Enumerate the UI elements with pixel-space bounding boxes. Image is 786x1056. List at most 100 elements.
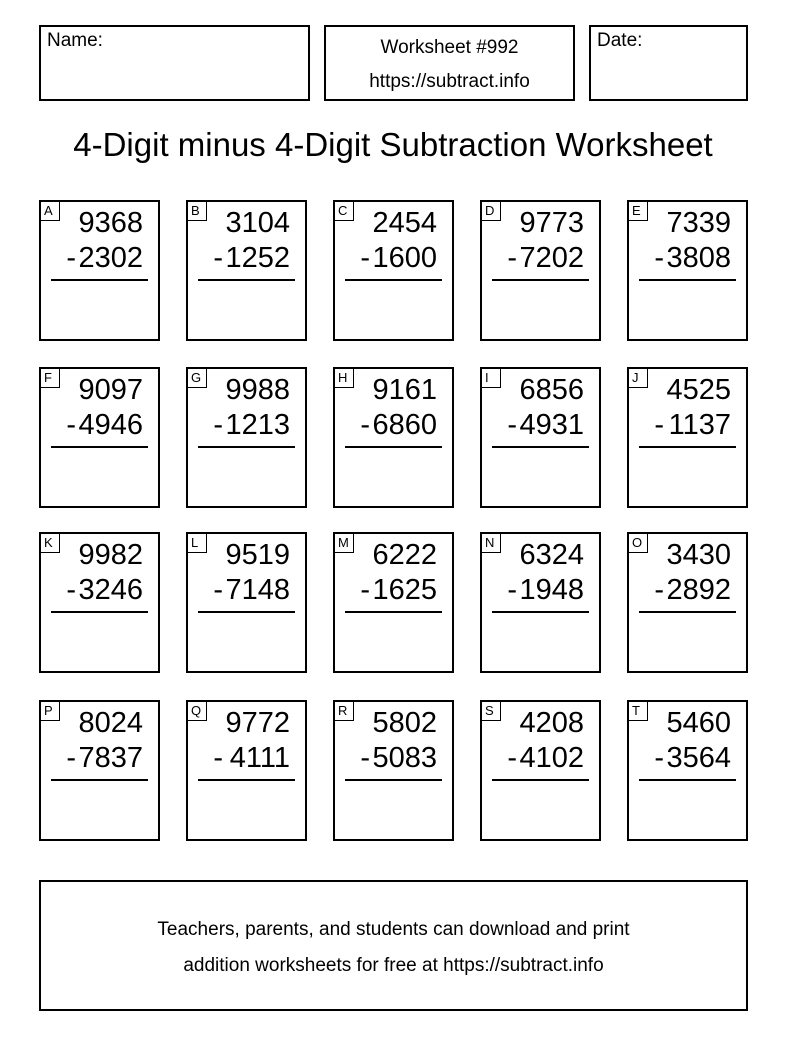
subtrahend: 4946	[78, 409, 143, 441]
answer-line	[345, 779, 442, 781]
minuend: 9161	[372, 374, 437, 406]
minus-sign: -	[360, 742, 370, 774]
answer-line	[198, 611, 295, 613]
problem-e[interactable]: E 7339-3808	[627, 200, 748, 341]
answer-line	[492, 446, 589, 448]
worksheet-url: https://subtract.info	[369, 71, 530, 92]
problem-b[interactable]: B 3104-1252	[186, 200, 307, 341]
answer-line	[639, 446, 736, 448]
problem-f[interactable]: F 9097-4946	[39, 367, 160, 508]
minus-sign: -	[507, 242, 517, 274]
answer-line	[492, 779, 589, 781]
minus-sign: -	[654, 742, 664, 774]
minuend: 7339	[666, 207, 731, 239]
problem-c[interactable]: C 2454-1600	[333, 200, 454, 341]
problem-p[interactable]: P 8024-7837	[39, 700, 160, 841]
minuend: 9772	[225, 707, 290, 739]
minuend: 9988	[225, 374, 290, 406]
name-field[interactable]: Name:	[39, 25, 310, 101]
problem-label: M	[334, 533, 354, 553]
problem-t[interactable]: T 5460-3564	[627, 700, 748, 841]
footer-line-1: Teachers, parents, and students can down…	[157, 919, 630, 940]
minus-sign: -	[213, 742, 223, 774]
problem-label: R	[334, 701, 354, 721]
problem-label: A	[40, 201, 60, 221]
subtrahend: 4102	[519, 742, 584, 774]
subtrahend: 3808	[666, 242, 731, 274]
footer-note: Teachers, parents, and students can down…	[39, 880, 748, 1011]
subtrahend: 6860	[372, 409, 437, 441]
problem-label: G	[187, 368, 207, 388]
problem-label: N	[481, 533, 501, 553]
answer-line	[51, 779, 148, 781]
minus-sign: -	[66, 409, 76, 441]
minus-sign: -	[213, 242, 223, 274]
minus-sign: -	[66, 742, 76, 774]
worksheet-number: Worksheet #992	[380, 37, 519, 58]
worksheet-info: Worksheet #992 https://subtract.info	[324, 25, 575, 101]
subtrahend: 1252	[225, 242, 290, 274]
problem-j[interactable]: J 4525-1137	[627, 367, 748, 508]
problem-m[interactable]: M 6222-1625	[333, 532, 454, 673]
problem-d[interactable]: D 9773-7202	[480, 200, 601, 341]
problem-label: O	[628, 533, 648, 553]
subtrahend: 1600	[372, 242, 437, 274]
minuend: 5460	[666, 707, 731, 739]
problem-s[interactable]: S 4208-4102	[480, 700, 601, 841]
answer-line	[345, 279, 442, 281]
minuend: 2454	[372, 207, 437, 239]
problem-label: F	[40, 368, 60, 388]
subtrahend: 2892	[666, 574, 731, 606]
minus-sign: -	[507, 742, 517, 774]
problem-label: B	[187, 201, 207, 221]
problem-r[interactable]: R 5802-5083	[333, 700, 454, 841]
answer-line	[198, 446, 295, 448]
answer-line	[51, 611, 148, 613]
problem-g[interactable]: G 9988-1213	[186, 367, 307, 508]
problem-label: P	[40, 701, 60, 721]
subtrahend: 7202	[519, 242, 584, 274]
answer-line	[51, 279, 148, 281]
problem-a[interactable]: A 9368-2302	[39, 200, 160, 341]
problem-l[interactable]: L 9519-7148	[186, 532, 307, 673]
name-label: Name:	[47, 30, 103, 51]
problem-label: D	[481, 201, 501, 221]
date-label: Date:	[597, 30, 643, 51]
minus-sign: -	[360, 574, 370, 606]
problem-label: S	[481, 701, 501, 721]
subtrahend: 7148	[225, 574, 290, 606]
minus-sign: -	[654, 242, 664, 274]
problem-label: K	[40, 533, 60, 553]
minus-sign: -	[360, 242, 370, 274]
footer-line-2: addition worksheets for free at https://…	[183, 955, 604, 976]
problem-n[interactable]: N 6324-1948	[480, 532, 601, 673]
problem-k[interactable]: K 9982-3246	[39, 532, 160, 673]
answer-line	[198, 279, 295, 281]
problem-q[interactable]: Q 9772-4111	[186, 700, 307, 841]
minuend: 5802	[372, 707, 437, 739]
answer-line	[639, 779, 736, 781]
problem-i[interactable]: I 6856-4931	[480, 367, 601, 508]
answer-line	[639, 279, 736, 281]
minuend: 9368	[78, 207, 143, 239]
subtrahend: 5083	[372, 742, 437, 774]
answer-line	[51, 446, 148, 448]
minuend: 9773	[519, 207, 584, 239]
minuend: 3430	[666, 539, 731, 571]
problem-label: C	[334, 201, 354, 221]
date-field[interactable]: Date:	[589, 25, 748, 101]
minuend: 6324	[519, 539, 584, 571]
problem-label: Q	[187, 701, 207, 721]
problem-o[interactable]: O 3430-2892	[627, 532, 748, 673]
problem-label: L	[187, 533, 207, 553]
answer-line	[345, 446, 442, 448]
subtrahend: 1625	[372, 574, 437, 606]
problem-label: H	[334, 368, 354, 388]
subtrahend: 3564	[666, 742, 731, 774]
minuend: 6222	[372, 539, 437, 571]
answer-line	[492, 279, 589, 281]
minuend: 6856	[519, 374, 584, 406]
answer-line	[345, 611, 442, 613]
problem-h[interactable]: H 9161-6860	[333, 367, 454, 508]
answer-line	[639, 611, 736, 613]
